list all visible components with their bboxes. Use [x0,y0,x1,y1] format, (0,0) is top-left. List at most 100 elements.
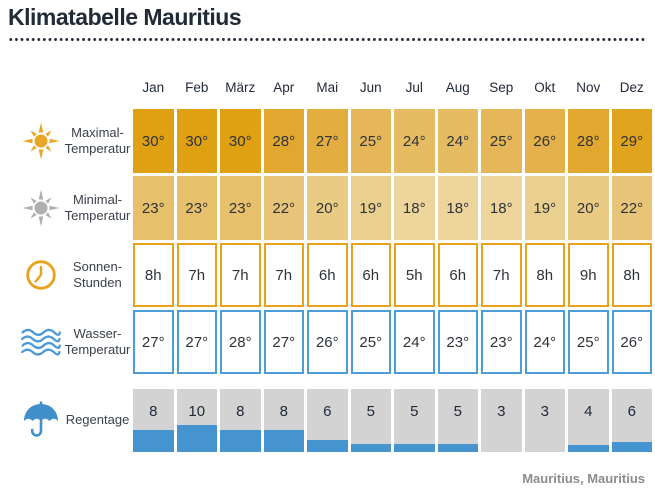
cell-value: 6h [362,266,380,284]
cell-value: 5 [366,403,375,420]
month-header: Okt [534,80,556,95]
cell-value: 6 [627,403,636,420]
sun-cell: 8h [611,243,652,307]
water-cell: 23° [481,310,522,374]
cell-value: 26° [533,132,557,150]
temp-cell: 19° [524,176,565,240]
rain-cell: 5 [350,389,391,452]
row-header-water-temp: Wasser- Temperatur [10,310,133,374]
clock-icon [20,256,62,294]
cell-value: 25° [359,132,383,150]
cell-value: 3 [497,403,506,420]
rain-cell: 6 [307,389,348,452]
water-cell: 27° [176,310,217,374]
rain-bar [394,444,435,452]
rain-bar [307,440,348,452]
cell-value: 8 [279,403,288,420]
row-minimal-temperatur: Minimal- Temperatur 23° 23° 23° 22° 20° 19° 18… [10,176,655,240]
dotted-divider [8,36,645,41]
cell-value: 23° [141,199,165,217]
months-header-spacer [10,79,133,97]
cell-value: 7h [275,266,293,284]
cell-value: 7h [492,266,510,284]
temp-cell: 29° [611,109,652,173]
cell-value: 28° [228,333,252,351]
sun-cell: 7h [176,243,217,307]
cell-value: 23° [185,199,209,217]
cell-value: 8h [623,266,641,284]
temp-cell: 24° [437,109,478,173]
rain-cell: 8 [263,389,304,452]
cell-value: 27° [185,333,209,351]
temp-cell: 18° [437,176,478,240]
temp-cell: 18° [481,176,522,240]
water-cell: 25° [568,310,609,374]
cell-value: 6 [323,403,332,420]
row-maximal-temperatur: Maximal- Temperatur 30° 30° 30° 28° 27° 25° 24… [10,109,655,173]
water-cell: 24° [394,310,435,374]
umbrella-icon [20,400,62,441]
temp-cell: 23° [133,176,174,240]
location-caption: Mauritius, Mauritius [522,471,645,486]
cell-value: 25° [359,333,383,351]
month-header: Jul [405,80,423,95]
cell-value: 8 [236,403,245,420]
temp-cell: 28° [263,109,304,173]
water-cell: 26° [611,310,652,374]
row-label: Regentage [65,412,130,428]
page-title: Klimatabelle Mauritius [8,4,242,30]
water-cell: 26° [307,310,348,374]
water-cell: 28° [220,310,261,374]
rain-cell: 3 [524,389,565,452]
cell-value: 28° [272,132,296,150]
temp-cell: 24° [394,109,435,173]
water-cell: 25° [350,310,391,374]
temp-cell: 30° [133,109,174,173]
month-header: Feb [185,80,209,95]
climate-table: Jan Feb März Apr Mai Jun Jul Aug Sep Okt Nov Dez [10,79,655,452]
month-header: Aug [445,80,470,95]
rain-bar [437,444,478,452]
cell-value: 27° [315,132,339,150]
cell-value: 27° [272,333,296,351]
row-cells-max-temp: 30° 30° 30° 28° 27° 25° 24° 24° 25° 26° 28° 29° [133,109,652,173]
row-label: Minimal- Temperatur [64,191,131,223]
sun-cell: 6h [437,243,478,307]
cell-value: 8h [144,266,162,284]
rain-cell: 5 [394,389,435,452]
row-label: Maximal- Temperatur [64,124,131,156]
temp-cell: 23° [220,176,261,240]
cell-value: 3 [540,403,549,420]
temp-cell: 20° [568,176,609,240]
cell-value: 26° [315,333,339,351]
water-cell: 27° [263,310,304,374]
rain-cell: 5 [437,389,478,452]
row-header-min-temp: Minimal- Temperatur [10,176,133,240]
temp-cell: 30° [176,109,217,173]
rain-bar [220,430,261,452]
water-cell: 23° [437,310,478,374]
row-header-rain-days: Regentage [10,389,133,452]
cell-value: 5 [453,403,462,420]
month-header: März [225,80,256,95]
cell-value: 6h [449,266,467,284]
sun-cell: 6h [350,243,391,307]
row-cells-sun-hours: 8h 7h 7h 7h 6h 6h 5h 6h 7h 8h 9h 8h [133,243,652,307]
temp-cell: 27° [307,109,348,173]
row-cells-water-temp: 27° 27° 28° 27° 26° 25° 24° 23° 23° 24° 25° 26° [133,310,652,374]
rain-bar [176,425,217,452]
sun-cell: 7h [263,243,304,307]
temp-cell: 18° [394,176,435,240]
cell-value: 22° [272,199,296,217]
cell-value: 8h [536,266,554,284]
waves-icon [20,326,62,358]
cell-value: 30° [228,132,252,150]
temp-cell: 20° [307,176,348,240]
rain-cell: 3 [481,389,522,452]
cell-value: 5h [405,266,423,284]
cell-value: 26° [620,333,644,351]
month-header: Jun [359,80,382,95]
month-header: Sep [489,80,514,95]
cell-value: 18° [446,199,470,217]
